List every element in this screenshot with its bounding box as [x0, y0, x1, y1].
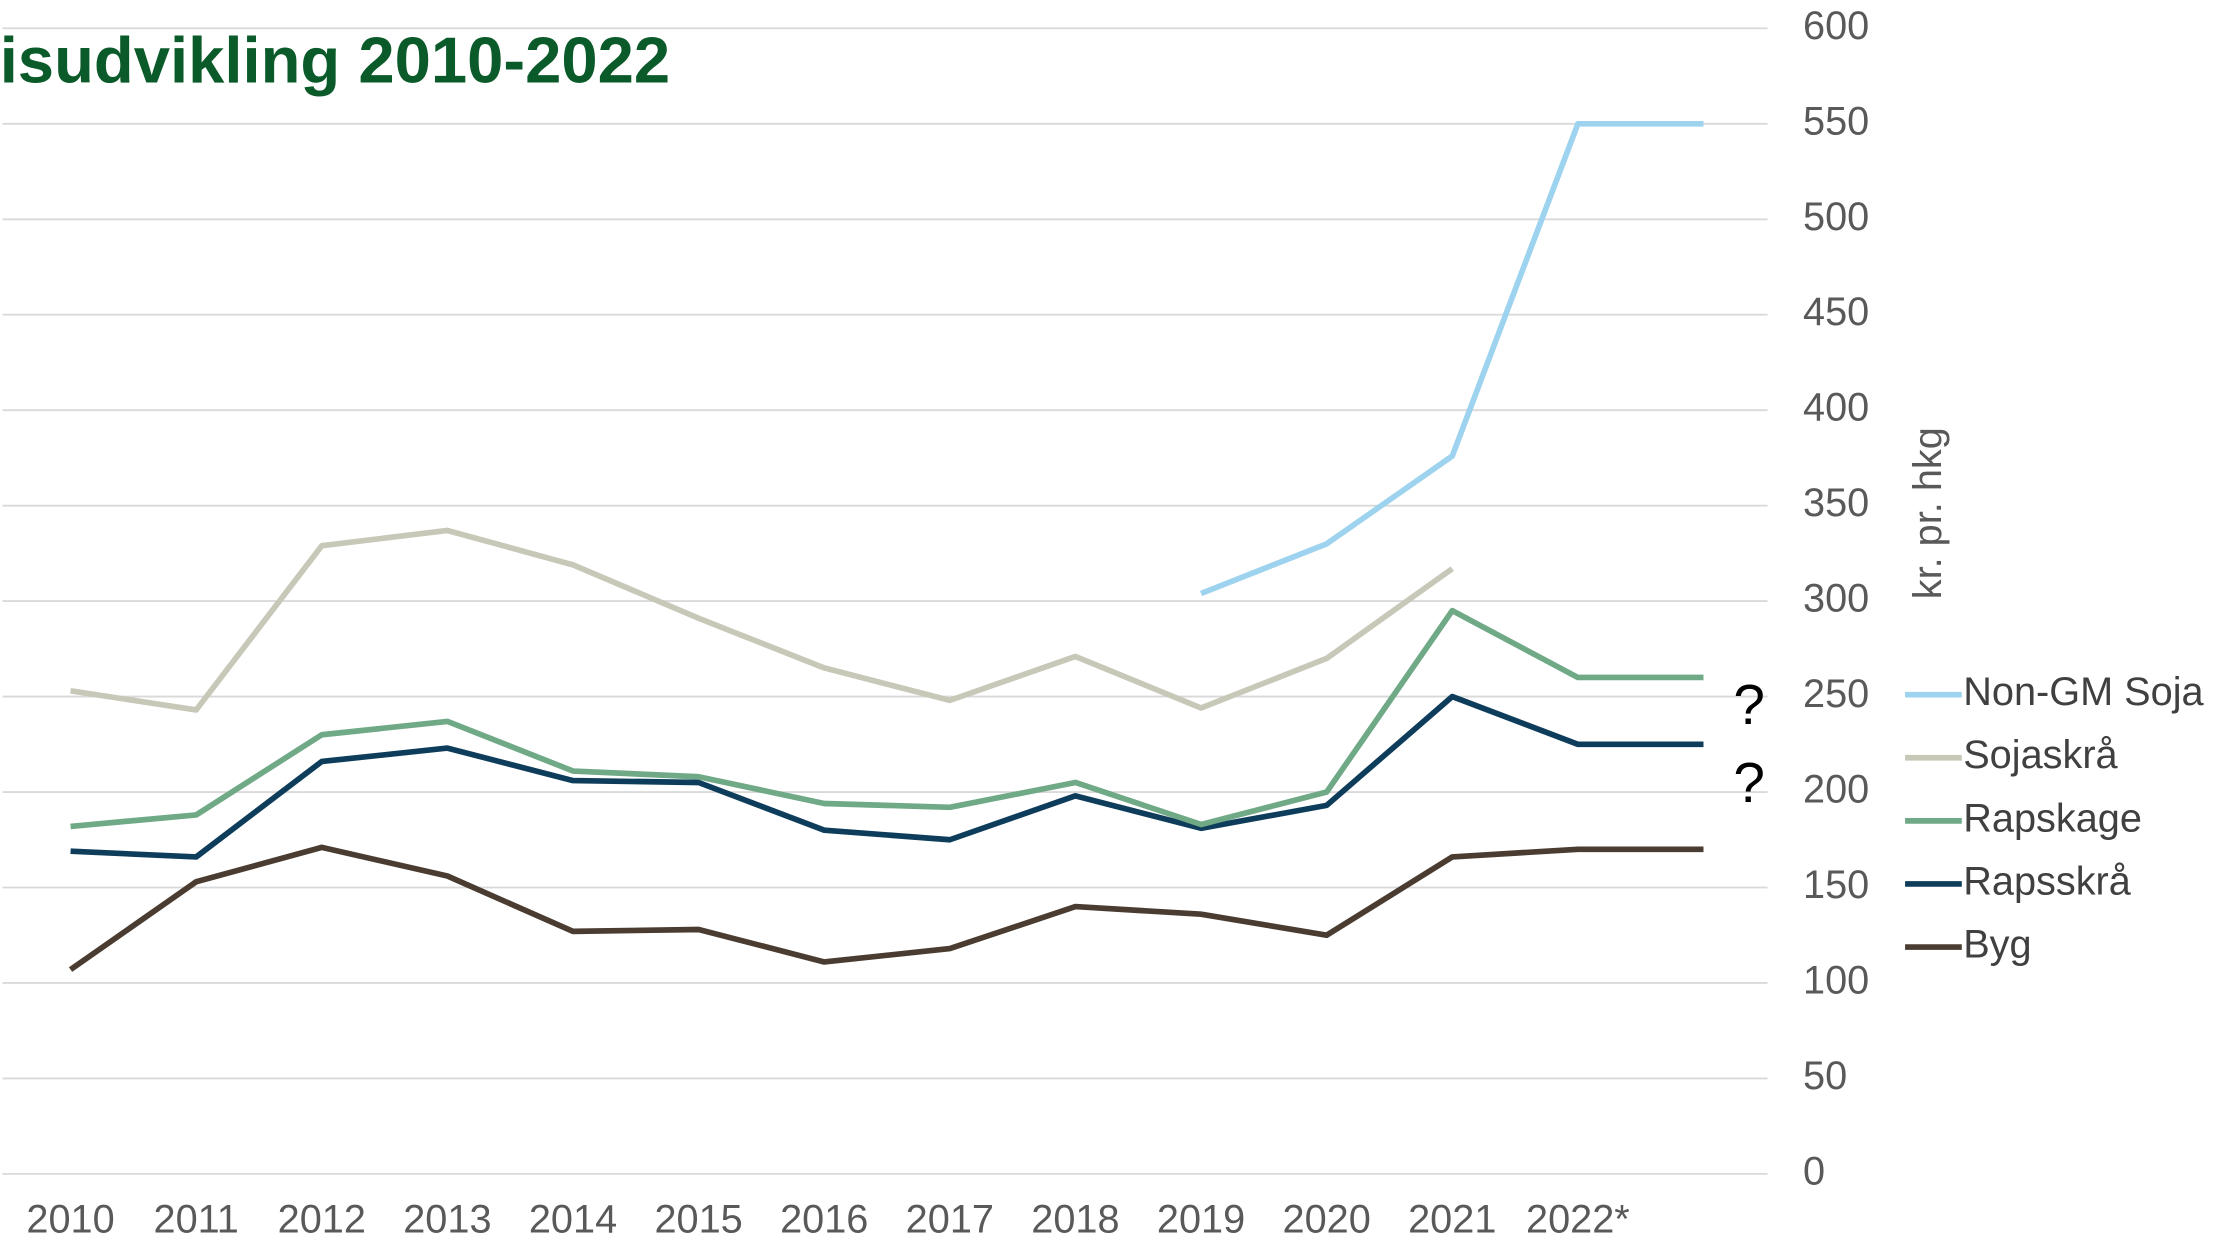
y-tick-label: 350 [1803, 481, 1869, 525]
line-series [70, 693, 1704, 860]
x-tick-label: 2018 [1031, 1198, 1119, 1242]
line-series [1200, 120, 1704, 597]
legend-label: Non-GM Soja [1963, 670, 2204, 714]
y-axis-label: kr. pr. hkg [1906, 427, 1950, 599]
y-tick-label: 550 [1803, 99, 1869, 143]
line-series [68, 844, 1704, 972]
y-tick-label: 50 [1803, 1054, 1847, 1098]
y-tick-label: 450 [1803, 290, 1869, 334]
legend-label: Rapsskrå [1963, 859, 2132, 903]
legend-label: Rapskage [1963, 796, 2142, 840]
x-tick-label: 2021 [1408, 1198, 1496, 1242]
line-series [70, 527, 1454, 713]
y-tick-label: 400 [1803, 386, 1869, 430]
x-tick-label: 2019 [1157, 1198, 1245, 1242]
x-tick-label: 2016 [780, 1198, 868, 1242]
x-tick-label: 2014 [529, 1198, 617, 1242]
line-series [70, 607, 1704, 830]
x-tick-label: 2012 [278, 1198, 366, 1242]
y-tick-label: 500 [1803, 195, 1869, 239]
legend-label: Byg [1963, 923, 2031, 967]
chart-title: isudvikling 2010-2022 [0, 23, 670, 96]
y-tick-label: 0 [1803, 1149, 1825, 1193]
y-tick-label: 250 [1803, 672, 1869, 716]
y-tick-label: 200 [1803, 768, 1869, 812]
y-tick-label: 600 [1803, 4, 1869, 48]
x-tick-label: 2022* [1526, 1198, 1630, 1242]
x-tick-label: 2013 [403, 1198, 491, 1242]
x-tick-label: 2020 [1283, 1198, 1371, 1242]
legend-label: Sojaskrå [1963, 733, 2118, 777]
annotation: ? [1733, 752, 1765, 815]
y-tick-label: 300 [1803, 577, 1869, 621]
x-tick-label: 2017 [906, 1198, 994, 1242]
annotation: ? [1733, 674, 1765, 737]
y-tick-label: 100 [1803, 958, 1869, 1002]
x-tick-label: 2011 [154, 1198, 239, 1242]
y-tick-label: 150 [1803, 863, 1869, 907]
x-tick-label: 2010 [26, 1198, 114, 1242]
x-tick-label: 2015 [654, 1198, 742, 1242]
